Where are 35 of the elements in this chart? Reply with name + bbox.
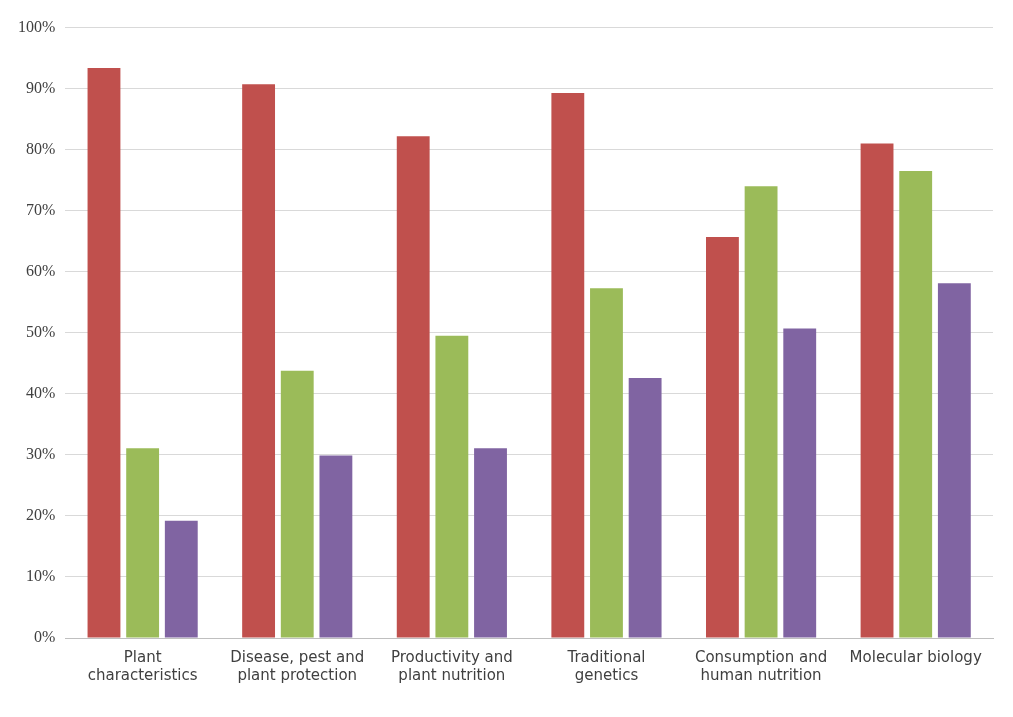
bar — [937, 283, 971, 638]
bar — [551, 92, 585, 638]
y-tick-label: 60% — [26, 261, 56, 279]
x-tick-label: Consumption and human nutrition — [694, 647, 828, 684]
bar — [435, 335, 469, 638]
x-tick-label: Plant characteristics — [87, 647, 198, 684]
y-tick-label: 40% — [26, 384, 56, 402]
bar — [242, 84, 276, 638]
y-tick-label: 10% — [26, 567, 56, 585]
bar — [164, 520, 198, 638]
y-tick-label: 100% — [18, 17, 56, 35]
x-tick-label: Productivity and plant nutrition — [390, 647, 513, 684]
y-tick-label: 70% — [26, 200, 56, 218]
y-tick-label: 30% — [26, 445, 56, 463]
x-tick-label: Disease, pest and plant protection — [230, 647, 365, 684]
bar — [744, 186, 778, 638]
bar — [628, 377, 662, 638]
bar — [860, 143, 894, 638]
bar — [783, 328, 817, 638]
bar — [396, 136, 430, 638]
y-tick-label: 20% — [26, 506, 56, 524]
bar — [319, 455, 353, 638]
x-tick-label: Molecular biology — [849, 647, 982, 666]
bar — [899, 171, 933, 638]
bar — [706, 236, 739, 638]
bar — [590, 288, 623, 638]
y-tick-label: 0% — [34, 628, 56, 646]
y-tick-label: 50% — [26, 323, 56, 340]
y-tick-label: 90% — [26, 78, 56, 96]
bar — [126, 448, 160, 638]
y-tick-label: 80% — [26, 139, 56, 157]
bar — [87, 67, 121, 638]
x-tick-label: Traditional genetics — [566, 647, 646, 684]
bar — [474, 448, 507, 638]
bar — [280, 370, 314, 638]
